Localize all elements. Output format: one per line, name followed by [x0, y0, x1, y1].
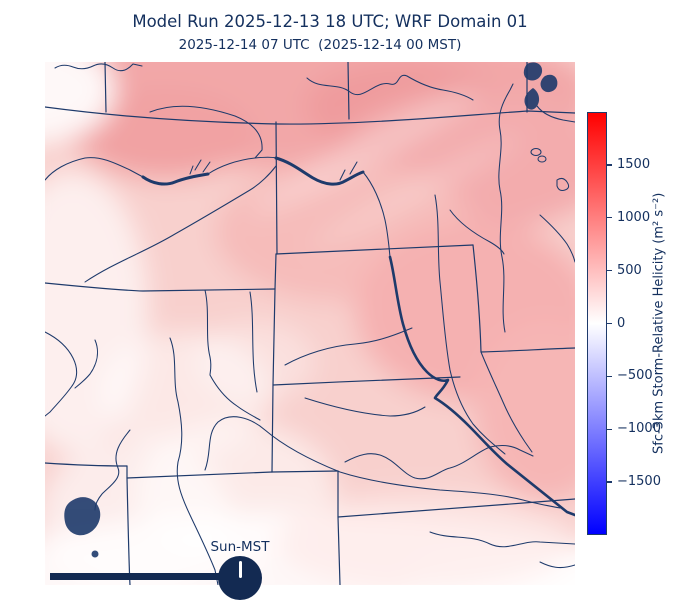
border-line [45, 462, 128, 467]
colorbar-tick-label: 500 [617, 262, 642, 278]
colorbar-tick-label: −1000 [617, 421, 661, 437]
river-line [434, 194, 506, 455]
colorbar-gradient [588, 113, 606, 534]
border-line [275, 121, 278, 255]
river-line [498, 83, 514, 333]
river-line [45, 331, 78, 417]
sun-horizon-bar [50, 573, 219, 580]
lake-shape [523, 62, 543, 81]
river-line [388, 255, 575, 517]
colorbar-tick-mark [607, 375, 612, 378]
border-line [337, 498, 575, 518]
border-line [480, 347, 575, 353]
figure-subtitle: 2025-12-14 07 UTC (2025-12-14 00 MST) [178, 37, 462, 53]
colorbar-tick-mark [607, 481, 612, 483]
river-line [54, 63, 143, 72]
river-line [45, 157, 144, 181]
colorbar-tick-label: −1500 [617, 474, 661, 490]
sun-clock-hand-icon [238, 561, 242, 578]
lake-outline [530, 147, 542, 157]
river-line [84, 165, 277, 283]
river-line [539, 561, 575, 569]
river-line [344, 445, 534, 480]
colorbar-label: Sfc-3km Storm-Relative Helicity (m² s⁻²) [651, 192, 667, 455]
sun-clock-icon [218, 556, 262, 600]
river-line [274, 156, 365, 186]
river-line [249, 291, 258, 393]
river-line [449, 209, 505, 255]
border-line [271, 470, 339, 473]
colorbar-tick-mark [607, 217, 612, 219]
colorbar-tick-label: −500 [617, 368, 653, 384]
colorbar-tick-mark [607, 269, 612, 272]
river-line [480, 351, 533, 453]
lake-shape [64, 497, 101, 536]
river-line [204, 416, 561, 509]
river-line [169, 337, 219, 585]
colorbar-tick-label: 0 [617, 315, 626, 331]
lake-shape [524, 88, 540, 110]
colorbar-tick-mark [607, 428, 612, 430]
map-panel [45, 62, 575, 585]
border-line [45, 106, 575, 125]
river-line [74, 339, 98, 389]
river-line [306, 74, 474, 101]
rivers [45, 63, 575, 585]
lake-shape [540, 74, 558, 93]
colorbar-ticks: 1500 1000 500 0 −500 −1000 −1500 [607, 112, 677, 535]
page-title: Model Run 2025-12-13 18 UTC; WRF Domain … [132, 12, 528, 31]
colorbar-tick-mark [607, 322, 612, 325]
river-line [94, 429, 131, 511]
river-line [284, 327, 413, 366]
border-line [104, 62, 107, 113]
border-line [274, 253, 277, 290]
border-line [272, 376, 461, 386]
lakes [64, 62, 558, 558]
river-line [149, 105, 263, 159]
colorbar [587, 112, 607, 535]
border-line [45, 282, 276, 292]
colorbar-tick-label: 1000 [617, 209, 651, 225]
colorbar-tick-mark [607, 164, 612, 166]
river-line [362, 171, 391, 258]
lake-outline [537, 155, 547, 163]
river-line [207, 156, 277, 175]
river-line [204, 289, 212, 376]
river-line [539, 214, 575, 263]
river-line [429, 531, 575, 548]
colorbar-tick-label: 1500 [617, 156, 651, 172]
river-line [339, 161, 358, 181]
river-line [304, 397, 426, 417]
lake-outline [556, 177, 570, 192]
border-line [472, 244, 482, 353]
river-line [189, 159, 211, 175]
lake-shape [91, 550, 99, 558]
border-line [126, 471, 273, 479]
river-line [209, 374, 261, 421]
state-borders [45, 62, 575, 585]
river-line [141, 172, 210, 186]
sun-clock-label: Sun-MST [210, 539, 270, 555]
helicity-shading [45, 62, 575, 585]
river-line [536, 105, 575, 123]
